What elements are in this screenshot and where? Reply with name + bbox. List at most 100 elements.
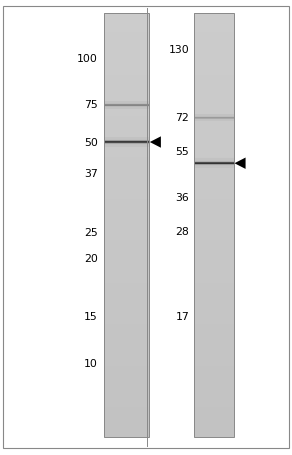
Bar bbox=[104, 198, 149, 200]
Bar bbox=[104, 132, 149, 133]
Bar bbox=[104, 67, 149, 69]
Bar bbox=[104, 356, 149, 358]
Bar bbox=[194, 415, 234, 417]
Bar bbox=[104, 155, 149, 156]
Bar bbox=[104, 60, 149, 61]
Bar bbox=[104, 219, 149, 221]
Bar bbox=[104, 177, 149, 179]
Bar bbox=[104, 201, 149, 202]
Bar bbox=[194, 317, 234, 318]
Bar bbox=[194, 70, 234, 71]
Bar bbox=[104, 173, 149, 174]
Text: 25: 25 bbox=[84, 228, 98, 238]
Bar bbox=[104, 47, 149, 49]
Bar bbox=[104, 373, 149, 375]
Bar bbox=[104, 338, 149, 339]
Bar bbox=[194, 409, 234, 410]
Bar bbox=[104, 415, 149, 417]
Bar bbox=[104, 396, 149, 397]
Bar bbox=[194, 78, 234, 80]
Bar bbox=[194, 125, 234, 126]
Bar bbox=[104, 32, 149, 33]
Bar bbox=[194, 81, 234, 83]
Bar bbox=[104, 118, 149, 119]
Bar bbox=[194, 245, 234, 246]
Bar bbox=[104, 298, 149, 300]
Bar bbox=[194, 280, 234, 282]
Bar bbox=[104, 20, 149, 22]
Bar bbox=[104, 413, 149, 414]
Bar bbox=[104, 324, 149, 325]
Bar bbox=[194, 212, 234, 214]
Bar bbox=[104, 346, 149, 348]
Bar bbox=[194, 262, 234, 263]
Bar bbox=[194, 298, 234, 300]
Bar bbox=[194, 86, 234, 87]
Bar bbox=[194, 303, 234, 304]
Bar bbox=[194, 253, 234, 255]
Bar bbox=[104, 364, 149, 365]
Bar bbox=[194, 227, 234, 228]
Bar bbox=[104, 379, 149, 380]
Bar bbox=[104, 184, 149, 186]
Bar bbox=[194, 331, 234, 333]
Bar bbox=[194, 56, 234, 57]
Bar bbox=[194, 210, 234, 211]
Bar bbox=[104, 100, 149, 101]
Bar bbox=[104, 278, 149, 279]
Bar bbox=[194, 283, 234, 284]
Bar bbox=[104, 35, 149, 36]
Bar bbox=[194, 403, 234, 404]
Bar bbox=[104, 294, 149, 296]
Bar bbox=[104, 410, 149, 411]
Bar bbox=[194, 42, 234, 43]
Bar bbox=[194, 167, 234, 169]
Bar bbox=[194, 131, 234, 132]
Bar bbox=[104, 83, 149, 84]
Bar bbox=[104, 265, 149, 266]
Bar bbox=[104, 376, 149, 378]
Text: 36: 36 bbox=[175, 193, 189, 203]
Bar bbox=[104, 394, 149, 396]
Bar bbox=[104, 15, 149, 16]
Bar bbox=[194, 313, 234, 314]
Bar bbox=[104, 421, 149, 423]
Bar bbox=[104, 354, 149, 355]
Bar bbox=[104, 296, 149, 297]
Bar bbox=[194, 387, 234, 389]
Bar bbox=[104, 159, 149, 160]
Bar bbox=[104, 46, 149, 47]
Bar bbox=[104, 131, 149, 132]
Bar bbox=[104, 205, 149, 207]
Bar bbox=[194, 151, 234, 152]
Bar bbox=[104, 94, 149, 96]
Bar bbox=[104, 207, 149, 208]
Bar bbox=[194, 229, 234, 231]
Bar bbox=[194, 74, 234, 76]
Bar bbox=[104, 228, 149, 229]
Bar bbox=[104, 238, 149, 239]
Bar bbox=[104, 224, 149, 225]
Bar bbox=[194, 57, 234, 59]
Bar bbox=[194, 304, 234, 306]
Bar bbox=[194, 358, 234, 359]
Bar bbox=[194, 53, 234, 55]
Bar bbox=[104, 425, 149, 427]
Bar bbox=[104, 315, 149, 317]
Bar bbox=[194, 228, 234, 229]
Bar bbox=[104, 279, 149, 280]
Bar bbox=[194, 52, 234, 53]
Bar bbox=[194, 43, 234, 45]
Bar bbox=[104, 56, 149, 57]
Bar bbox=[194, 383, 234, 384]
Bar bbox=[104, 88, 149, 90]
Bar bbox=[194, 33, 234, 35]
Bar bbox=[194, 221, 234, 222]
Bar bbox=[194, 315, 234, 317]
Bar bbox=[194, 222, 234, 224]
Bar bbox=[194, 66, 234, 67]
Bar bbox=[194, 83, 234, 84]
Bar bbox=[104, 365, 149, 366]
Bar bbox=[104, 196, 149, 197]
Bar bbox=[104, 248, 149, 249]
